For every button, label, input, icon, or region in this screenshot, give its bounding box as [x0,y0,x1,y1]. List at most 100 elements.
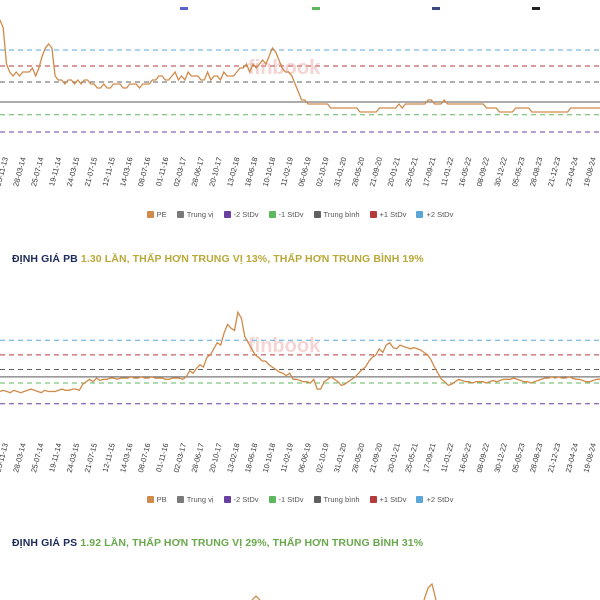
x-tick-label: 18-06-18 [243,442,259,473]
legend-plus1[interactable]: +1 StDv [369,210,407,219]
x-tick-label: 23-04-24 [564,156,580,187]
legend-label: -1 StDv [278,495,304,504]
x-tick-label: 14-03-16 [118,442,134,473]
x-tick-label: 16-05-22 [457,442,473,473]
x-tick-label: 25-05-21 [403,156,419,187]
legend-mean[interactable]: Trung bình [313,210,360,219]
legend-label: Trung vị [186,210,214,219]
x-tick-label: 19-11-14 [47,442,63,473]
ps-chart [251,582,437,600]
x-tick-label: 06-06-19 [296,156,312,187]
watermark-logo: finbook [248,57,321,79]
ps-chart-panel [0,570,600,600]
x-tick-label: 25-07-14 [29,442,45,473]
x-tick-label: 28-05-20 [350,442,366,473]
legend-swatch [146,211,154,218]
legend-minus2[interactable]: -2 StDv [223,210,259,219]
legend-swatch [369,211,377,218]
legend-plus2[interactable]: +2 StDv [416,210,453,219]
top-swatch-4 [532,7,540,10]
legend-median[interactable]: Trung vị [176,495,214,504]
legend-minus2[interactable]: -2 StDv [223,495,259,504]
x-tick-label: 25-07-14 [29,156,45,187]
x-tick-label: 20-10-17 [207,442,223,473]
series-line-ps-fragment [423,582,437,600]
legend-label: PE [156,210,167,219]
x-tick-label: 10-10-18 [261,156,277,187]
top-legend-strip [0,0,600,10]
x-tick-label: 02-10-19 [314,442,330,473]
x-tick-label: 25-11-13 [0,156,10,187]
x-tick-label: 28-08-23 [528,442,544,473]
x-tick-label: 28-06-17 [189,442,205,473]
x-tick-label: 20-01-21 [385,156,401,187]
legend-plus2[interactable]: +2 StDv [416,495,453,504]
x-tick-label: 11-02-19 [279,156,295,187]
legend-swatch [313,496,321,503]
x-tick-label: 08-09-22 [475,442,491,473]
x-tick-label: 02-03-17 [172,156,188,187]
x-tick-label: 28-06-17 [189,156,205,187]
x-tick-label: 05-05-23 [510,442,526,473]
pb-title-prefix: ĐỊNH GIÁ PB [12,253,78,265]
legend-swatch [146,496,154,503]
x-tick-label: 31-01-20 [332,442,348,473]
x-tick-label: 25-11-13 [0,442,10,473]
legend-swatch [223,211,231,218]
legend-label: -2 StDv [233,210,259,219]
x-tick-label: 05-05-23 [510,156,526,187]
x-tick-label: 21-09-20 [368,442,384,473]
x-tick-label: 21-07-15 [83,156,99,187]
ps-title-prefix: ĐỊNH GIÁ PS [12,537,78,549]
legend-label: Trung vị [186,495,214,504]
x-tick-label: 08-07-16 [136,442,152,473]
legend-swatch [369,496,377,503]
x-tick-label: 11-01-22 [439,442,455,473]
legend-minus1[interactable]: -1 StDv [268,495,304,504]
legend-plus1[interactable]: +1 StDv [369,495,407,504]
legend-median[interactable]: Trung vị [176,210,214,219]
x-tick-label: 28-03-14 [11,156,27,187]
x-tick-label: 24-03-15 [65,442,81,473]
x-tick-label: 06-06-19 [296,442,312,473]
legend-minus1[interactable]: -1 StDv [268,210,304,219]
pb-title-value: 1.30 LẦN, THẤP HƠN TRUNG VỊ 13%, THẤP HƠ… [80,253,424,265]
x-tick-label: 14-03-16 [118,156,134,187]
x-tick-label: 11-02-19 [279,442,295,473]
legend-swatch [313,211,321,218]
ps-title-value: 1.92 LẦN, THẤP HƠN TRUNG VỊ 29%, THẤP HƠ… [80,537,424,549]
legend-label: -1 StDv [278,210,304,219]
x-tick-label: 28-05-20 [350,156,366,187]
legend-series[interactable]: PE [146,210,167,219]
legend-series[interactable]: PB [146,495,167,504]
x-tick-label: 19-08-24 [581,156,597,187]
legend-label: Trung bình [323,210,360,219]
x-tick-label: 21-12-23 [546,442,562,473]
legend-label: +2 StDv [426,495,454,504]
x-tick-label: 30-12-22 [492,156,508,187]
x-tick-label: 01-11-16 [154,156,170,187]
series-line-pb [0,310,600,394]
legend-label: PB [156,495,167,504]
x-tick-label: 01-11-16 [154,442,170,473]
x-tick-label: 28-08-23 [528,156,544,187]
legend-label: +1 StDv [379,495,407,504]
top-legend-marks [180,7,540,10]
legend-label: +1 StDv [379,210,407,219]
x-tick-label: 31-01-20 [332,156,348,187]
legend-swatch [268,211,276,218]
series-line-ps-fragment [251,595,261,600]
x-tick-label: 23-04-24 [564,442,580,473]
x-tick-label: 12-11-15 [101,156,117,187]
x-tick-label: 13-02-18 [225,156,241,187]
pe-legend: PE Trung vị -2 StDv -1 StDv Trung bình +1 StD… [0,210,600,219]
top-swatch-1 [180,7,188,10]
top-swatch-3 [432,7,440,10]
legend-swatch [268,496,276,503]
watermark-logo: finbook [248,335,321,357]
pb-chart-panel: finbook 25-11-13 28-03-14 25-07-14 19-11-14 2… [0,282,600,482]
legend-mean[interactable]: Trung bình [313,495,360,504]
legend-swatch [416,496,424,503]
